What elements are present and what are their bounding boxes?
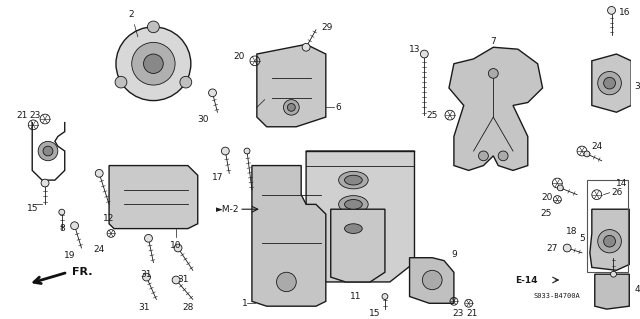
Text: 15: 15 [369, 309, 381, 318]
Text: 1: 1 [242, 299, 248, 308]
Circle shape [604, 235, 616, 247]
Circle shape [95, 169, 103, 177]
Text: E-14: E-14 [515, 276, 538, 285]
Circle shape [498, 151, 508, 161]
Text: 12: 12 [104, 214, 115, 223]
Text: 25: 25 [541, 209, 552, 218]
Text: 31: 31 [177, 275, 189, 284]
Text: 25: 25 [427, 111, 438, 120]
Circle shape [604, 77, 616, 89]
Circle shape [563, 244, 571, 252]
Text: 5: 5 [579, 234, 585, 243]
Polygon shape [590, 209, 629, 270]
Circle shape [70, 222, 79, 230]
Text: 31: 31 [138, 303, 149, 312]
Circle shape [422, 270, 442, 290]
Polygon shape [592, 54, 631, 112]
Circle shape [174, 244, 182, 252]
Circle shape [488, 69, 498, 78]
Circle shape [43, 146, 53, 156]
Circle shape [132, 42, 175, 85]
Bar [587, 180, 628, 272]
Circle shape [147, 21, 159, 33]
Ellipse shape [344, 199, 362, 209]
Circle shape [607, 6, 616, 14]
Polygon shape [306, 151, 415, 282]
Circle shape [115, 76, 127, 88]
Circle shape [420, 50, 428, 58]
Text: 28: 28 [182, 303, 193, 312]
Circle shape [38, 141, 58, 161]
Polygon shape [595, 274, 629, 309]
Text: 3: 3 [634, 82, 640, 91]
Circle shape [598, 230, 621, 253]
Text: 6: 6 [335, 103, 341, 112]
Polygon shape [257, 44, 326, 127]
Circle shape [145, 234, 152, 242]
Text: 13: 13 [409, 45, 420, 54]
Text: 18: 18 [566, 227, 578, 236]
Polygon shape [252, 166, 326, 306]
Circle shape [479, 151, 488, 161]
Circle shape [302, 43, 310, 51]
Text: 31: 31 [141, 270, 152, 279]
Text: 23: 23 [29, 111, 41, 120]
Text: 29: 29 [321, 23, 332, 32]
Text: 24: 24 [592, 142, 603, 151]
Ellipse shape [339, 220, 368, 237]
Text: 30: 30 [197, 115, 209, 124]
Circle shape [557, 185, 563, 191]
Text: 20: 20 [542, 193, 553, 202]
Text: 8: 8 [59, 224, 65, 233]
Polygon shape [331, 209, 385, 282]
Text: 26: 26 [612, 188, 623, 197]
Text: S033-B4700A: S033-B4700A [534, 293, 580, 300]
Text: 10: 10 [170, 241, 182, 250]
Circle shape [287, 103, 295, 111]
Circle shape [284, 100, 300, 115]
Text: FR.: FR. [72, 267, 92, 277]
Text: 19: 19 [64, 251, 76, 260]
Text: 9: 9 [451, 250, 457, 259]
Polygon shape [449, 47, 543, 170]
Text: 24: 24 [93, 245, 105, 254]
Circle shape [180, 76, 192, 88]
Text: 15: 15 [26, 204, 38, 213]
Text: 16: 16 [620, 8, 631, 17]
Ellipse shape [339, 171, 368, 189]
Text: 4: 4 [634, 285, 640, 294]
Circle shape [143, 54, 163, 73]
Circle shape [41, 179, 49, 187]
Text: 7: 7 [490, 37, 496, 46]
Circle shape [276, 272, 296, 292]
Circle shape [244, 148, 250, 154]
Polygon shape [410, 258, 454, 303]
Text: 27: 27 [546, 243, 557, 253]
Circle shape [143, 273, 150, 281]
Circle shape [172, 276, 180, 284]
Circle shape [598, 71, 621, 95]
Text: 20: 20 [234, 52, 245, 62]
Text: 14: 14 [616, 179, 627, 188]
Text: 2: 2 [129, 10, 138, 37]
Text: 11: 11 [349, 292, 361, 300]
Text: ►M-2: ►M-2 [216, 205, 239, 214]
Circle shape [221, 147, 229, 155]
Text: 21: 21 [466, 309, 477, 318]
Ellipse shape [339, 196, 368, 213]
Ellipse shape [344, 175, 362, 185]
Text: 21: 21 [17, 111, 28, 120]
Circle shape [209, 89, 216, 97]
Text: 17: 17 [212, 173, 223, 182]
Ellipse shape [344, 224, 362, 234]
Polygon shape [109, 166, 198, 229]
Circle shape [116, 27, 191, 100]
Circle shape [59, 209, 65, 215]
Circle shape [382, 293, 388, 300]
Circle shape [584, 151, 590, 157]
Text: 23: 23 [452, 309, 463, 318]
Circle shape [611, 271, 616, 277]
